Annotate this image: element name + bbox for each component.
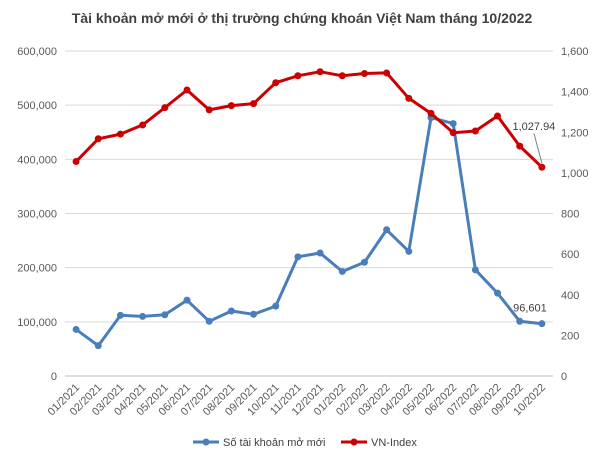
data-label-vnindex-last: 1,027.94: [512, 121, 555, 133]
data-point: [272, 79, 280, 87]
data-point: [139, 312, 147, 320]
y-left-tick-label: 100,000: [17, 317, 57, 329]
data-point: [316, 68, 324, 76]
data-point: [294, 253, 302, 261]
y-left-tick-label: 0: [51, 371, 57, 383]
data-point: [250, 100, 258, 108]
data-point: [405, 247, 413, 255]
y-left-tick-label: 600,000: [17, 46, 57, 58]
data-point: [494, 112, 502, 120]
data-point: [427, 109, 435, 117]
data-point: [471, 266, 479, 274]
chart-title: Tài khoản mở mới ở thị trường chứng khoá…: [71, 10, 533, 26]
legend-label: Số tài khoản mở mới: [223, 437, 325, 449]
y-left-tick-label: 500,000: [17, 100, 57, 112]
data-point: [449, 129, 457, 137]
legend-swatch-marker: [202, 438, 210, 446]
data-point: [516, 142, 524, 150]
data-point: [516, 317, 524, 325]
y-right-tick-label: 0: [561, 371, 567, 383]
data-point: [205, 106, 213, 114]
data-point: [227, 102, 235, 110]
y-right-tick-label: 1,400: [561, 87, 589, 99]
data-point: [183, 86, 191, 94]
data-point: [72, 158, 80, 165]
data-point: [405, 94, 413, 102]
data-point: [139, 121, 147, 129]
data-label-accounts-last: 96,601: [513, 303, 547, 315]
data-point: [383, 226, 391, 234]
data-point: [338, 267, 346, 275]
data-point: [94, 135, 102, 143]
data-point: [94, 342, 102, 350]
data-point: [538, 320, 546, 328]
data-point: [360, 258, 368, 266]
data-point: [316, 249, 324, 257]
y-right-tick-label: 800: [561, 209, 579, 221]
data-point: [538, 163, 546, 171]
data-point: [205, 317, 213, 325]
data-point: [449, 120, 457, 128]
y-right-tick-label: 1,600: [561, 46, 589, 58]
data-point: [294, 72, 302, 80]
data-point: [116, 130, 124, 138]
y-left-tick-label: 400,000: [17, 154, 57, 166]
legend-swatch-marker: [350, 438, 358, 446]
series-line-1: [75, 70, 543, 169]
y-right-tick-label: 600: [561, 249, 579, 261]
series-line-0: [75, 116, 543, 348]
data-point: [161, 311, 169, 319]
y-right-tick-label: 1,200: [561, 127, 589, 139]
data-point: [272, 302, 280, 310]
y-right-tick-label: 400: [561, 290, 579, 302]
data-point: [494, 289, 502, 297]
y-left-tick-label: 300,000: [17, 209, 57, 221]
y-left-tick-label: 200,000: [17, 263, 57, 275]
data-point: [471, 127, 479, 135]
data-point: [383, 69, 391, 77]
data-point: [183, 296, 191, 304]
data-point: [338, 72, 346, 80]
data-point: [227, 307, 235, 315]
y-right-tick-label: 1,000: [561, 168, 589, 180]
data-point: [250, 310, 258, 318]
data-label-leader: [533, 133, 543, 164]
data-point: [161, 104, 169, 112]
legend-label: VN-Index: [371, 437, 417, 449]
data-point: [72, 325, 80, 333]
y-right-tick-label: 200: [561, 330, 579, 342]
data-point: [360, 70, 368, 78]
data-point: [116, 311, 124, 319]
